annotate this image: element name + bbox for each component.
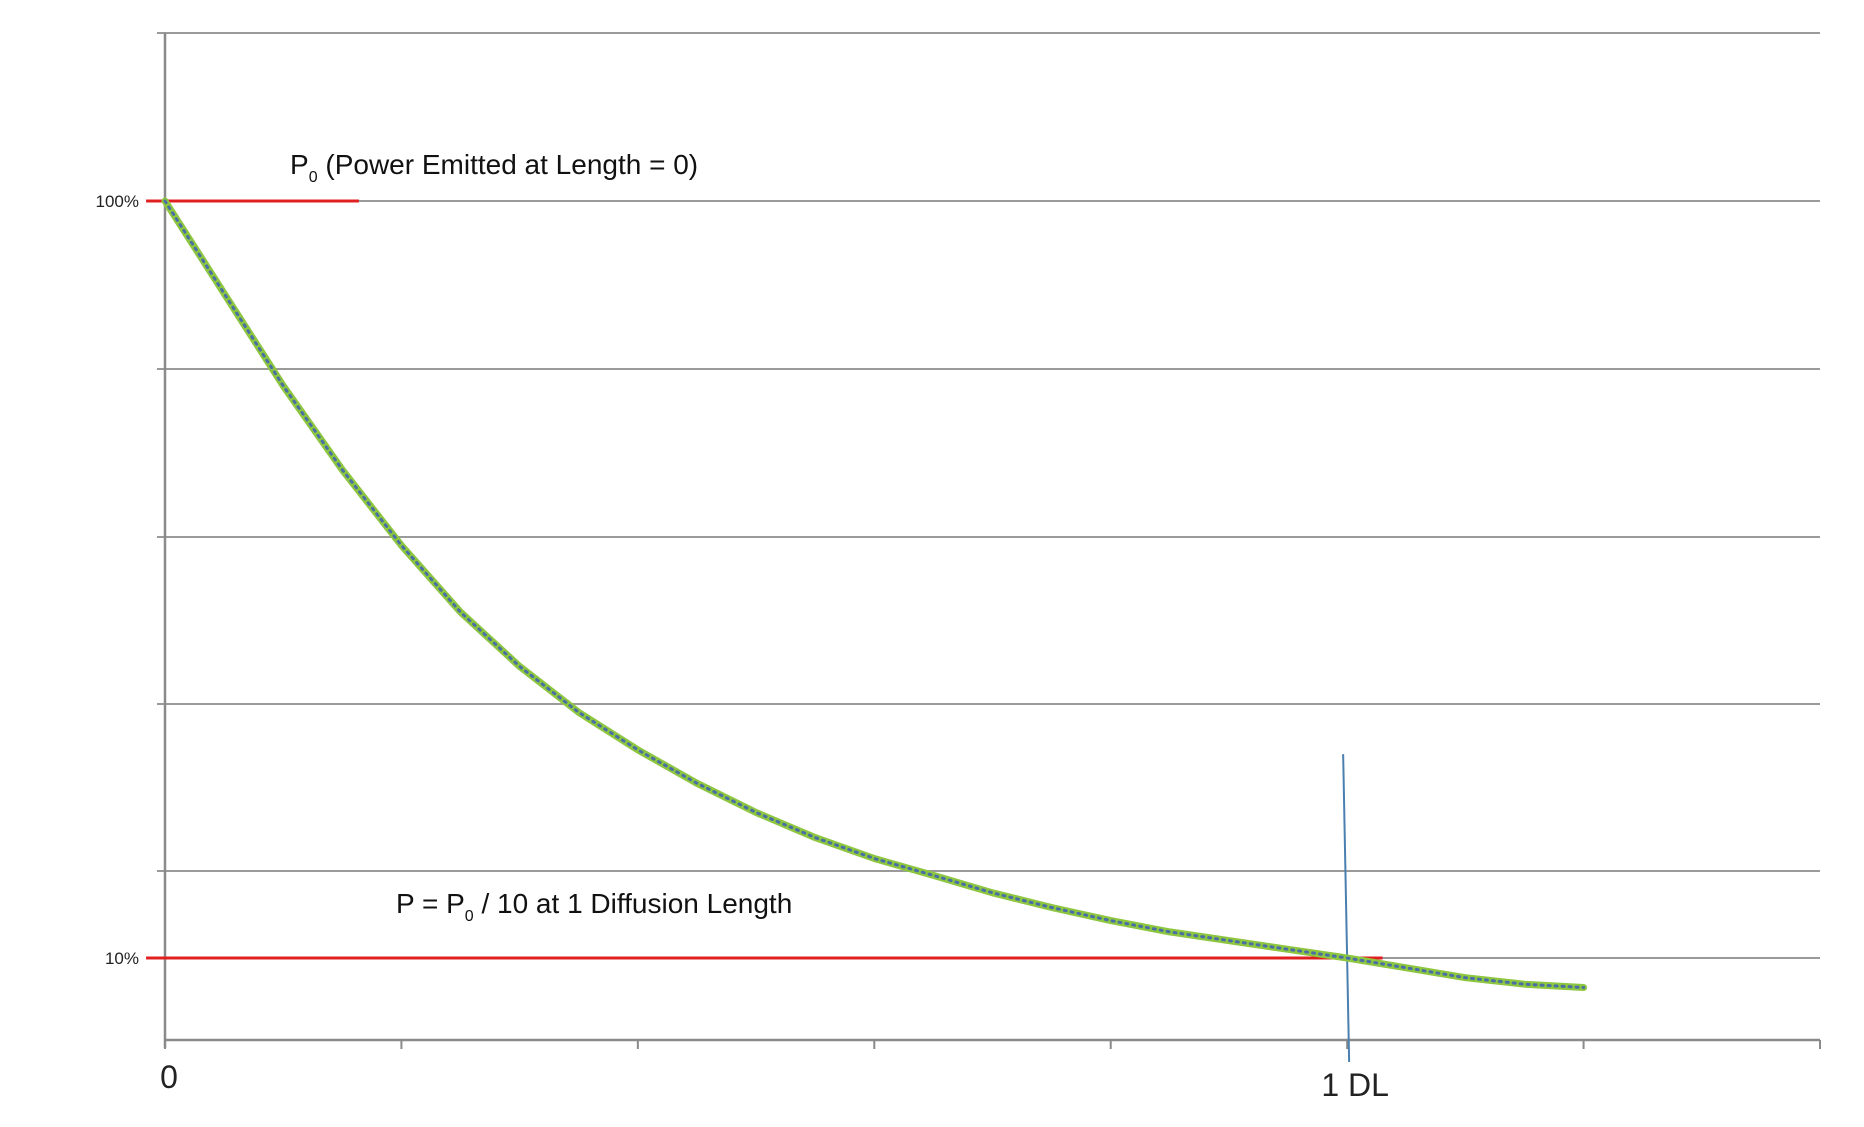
y-tick-label: 100% xyxy=(96,192,139,211)
y-tick-label: 10% xyxy=(105,949,139,968)
decay-curve-line xyxy=(161,197,1588,991)
x-tick-label: 0 xyxy=(160,1059,178,1095)
diffusion-length-annotation: P = P0 / 10 at 1 Diffusion Length xyxy=(396,888,792,925)
series xyxy=(161,197,1588,991)
p0-annotation: P0 (Power Emitted at Length = 0) xyxy=(290,149,698,186)
x-tick-label: 1 DL xyxy=(1321,1067,1389,1103)
labels: 100% 10% 0 1 DL P0 (Power Emitted at Length … xyxy=(96,149,1389,1103)
reference-lines xyxy=(146,199,1383,1063)
diffusion-length-marker xyxy=(1342,754,1351,1063)
grid xyxy=(157,32,1820,959)
decay-curve-dots xyxy=(163,199,1586,989)
